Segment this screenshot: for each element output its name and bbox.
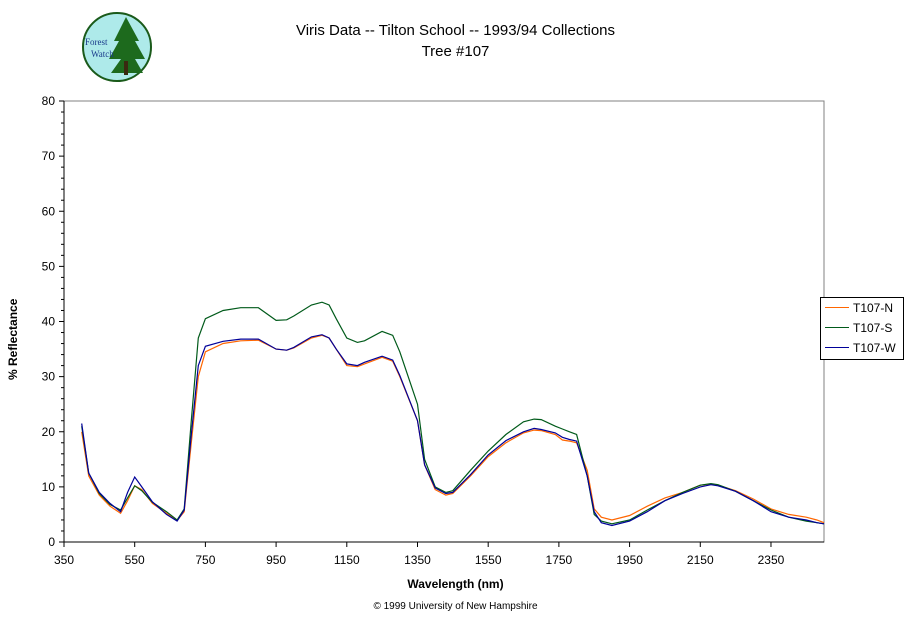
x-tick-label: 1150 <box>334 553 360 567</box>
forest-watch-logo: Forest Watch <box>82 12 152 82</box>
x-tick-label: 1950 <box>616 553 643 567</box>
y-tick-label: 70 <box>42 149 56 163</box>
y-tick-label: 20 <box>42 425 56 439</box>
y-tick-label: 60 <box>42 204 56 218</box>
x-tick-label: 1750 <box>546 553 573 567</box>
y-tick-label: 0 <box>48 535 55 549</box>
copyright-text: © 1999 University of New Hampshire <box>373 601 538 612</box>
y-axis-label: % Reflectance <box>6 298 20 380</box>
x-tick-label: 2150 <box>687 553 714 567</box>
x-tick-label: 1550 <box>475 553 502 567</box>
legend-label-t107-n: T107-N <box>853 301 894 315</box>
x-tick-label: 2350 <box>758 553 785 567</box>
y-tick-label: 40 <box>42 315 56 329</box>
logo-text-2: Watch <box>91 49 114 59</box>
x-tick-label: 1350 <box>404 553 431 567</box>
logo-text-1: Forest <box>85 37 108 47</box>
x-axis-label: Wavelength (nm) <box>407 577 504 591</box>
series-line-t107-w <box>81 334 825 527</box>
legend-swatch-t107-n <box>825 307 849 308</box>
x-tick-label: 950 <box>266 553 286 567</box>
chart-title: Viris Data -- Tilton School -- 1993/94 C… <box>295 22 616 39</box>
legend-swatch-t107-s <box>825 327 849 328</box>
legend: T107-N T107-S T107-W <box>820 297 904 360</box>
y-tick-label: 10 <box>42 480 56 494</box>
x-tick-label: 350 <box>54 553 74 567</box>
legend-swatch-t107-w <box>825 347 849 348</box>
y-tick-label: 80 <box>42 94 56 108</box>
x-tick-label: 550 <box>125 553 145 567</box>
legend-label-t107-w: T107-W <box>853 341 896 355</box>
plot-area <box>63 100 825 543</box>
legend-label-t107-s: T107-S <box>853 321 893 335</box>
y-tick-label: 50 <box>42 259 56 273</box>
chart-subtitle: Tree #107 <box>421 43 490 60</box>
y-tick-label: 30 <box>42 370 56 384</box>
x-tick-label: 750 <box>195 553 215 567</box>
